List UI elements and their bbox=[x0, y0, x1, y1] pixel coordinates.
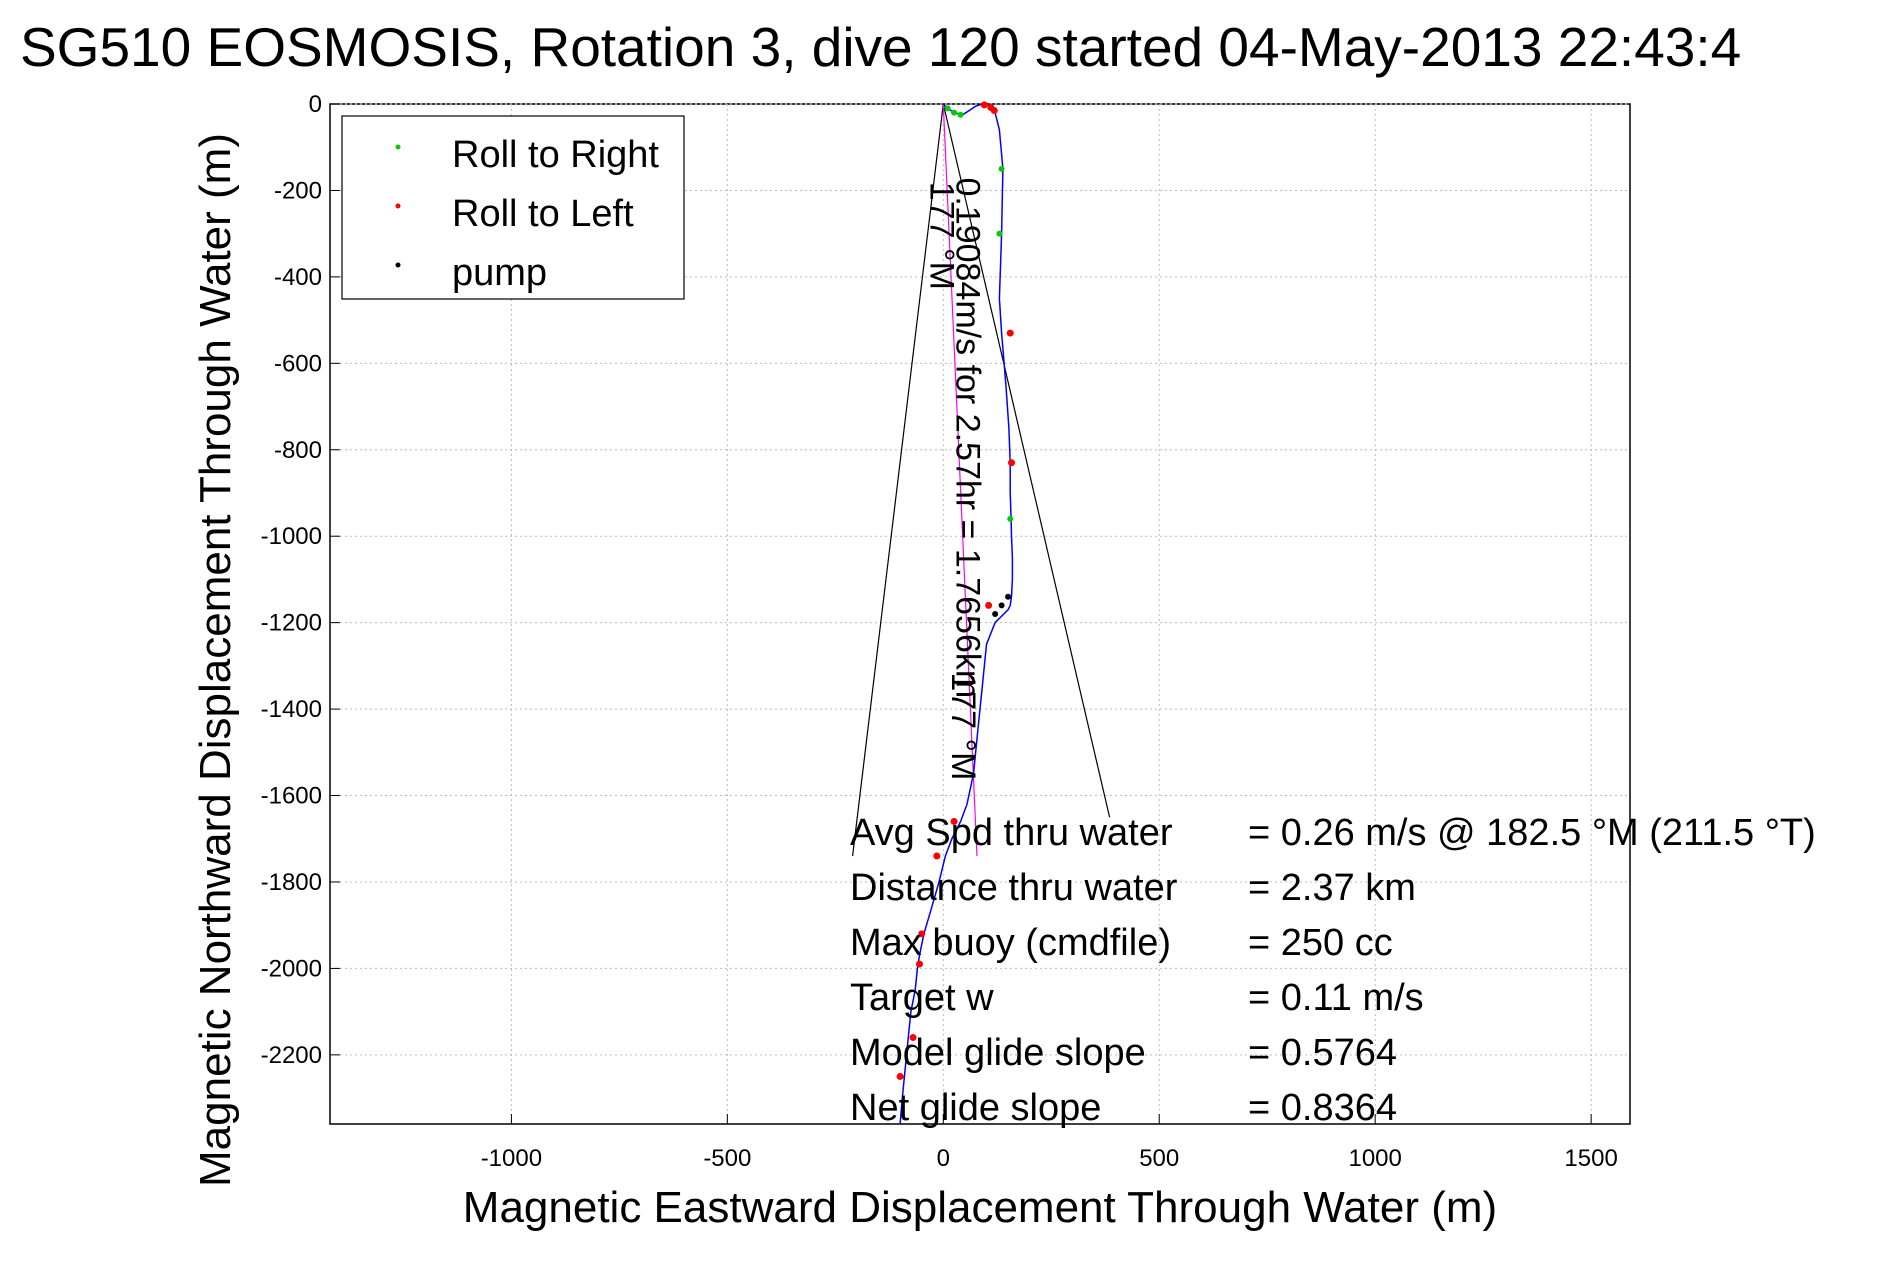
x-tick-label: 1500 bbox=[1564, 1145, 1617, 1172]
x-tick-label: 0 bbox=[937, 1145, 950, 1172]
x-tick-label: 1000 bbox=[1348, 1145, 1401, 1172]
y-tick-label: -1400 bbox=[261, 696, 322, 723]
legend-label: Roll to Right bbox=[452, 134, 659, 176]
stat-label: Max buoy (cmdfile) bbox=[850, 922, 1171, 964]
y-tick-label: 0 bbox=[309, 91, 322, 118]
roll-left-point bbox=[985, 601, 993, 609]
y-tick-label: -400 bbox=[274, 264, 322, 291]
x-tick-label: -500 bbox=[703, 1145, 751, 1172]
wedge-right-line bbox=[942, 103, 1111, 818]
roll-left-point bbox=[980, 101, 988, 109]
legend-marker bbox=[395, 203, 401, 209]
stat-label: Net glide slope bbox=[850, 1087, 1101, 1129]
legend-marker bbox=[395, 144, 401, 150]
roll-right-point bbox=[998, 165, 1005, 172]
stat-value: = 0.11 m/s bbox=[1248, 977, 1424, 1019]
y-tick-label: -200 bbox=[274, 177, 322, 204]
current-vector bbox=[942, 103, 978, 857]
roll-left-point bbox=[933, 852, 941, 860]
roll-left-point bbox=[950, 817, 958, 825]
chart-title: SG510 EOSMOSIS, Rotation 3, dive 120 sta… bbox=[20, 16, 1741, 78]
y-tick-label: -600 bbox=[274, 350, 322, 377]
roll-left-point bbox=[990, 106, 998, 114]
y-tick-label: -1800 bbox=[261, 869, 322, 896]
roll-left-point bbox=[916, 960, 924, 968]
pump-point bbox=[992, 611, 999, 617]
legend-label: pump bbox=[452, 252, 547, 294]
pump-point bbox=[1005, 593, 1012, 600]
roll-right-point bbox=[996, 230, 1003, 237]
roll-left-point bbox=[918, 930, 926, 938]
roll-left-point bbox=[1008, 459, 1016, 467]
y-tick-label: -2000 bbox=[261, 955, 322, 982]
y-tick-label: -800 bbox=[274, 437, 322, 464]
y-tick-label: -1600 bbox=[261, 783, 322, 810]
stat-value: = 250 cc bbox=[1248, 922, 1393, 964]
roll-right-point bbox=[944, 105, 951, 112]
roll-right-point bbox=[951, 109, 958, 116]
stat-value: = 0.8364 bbox=[1248, 1087, 1397, 1129]
y-axis-label: Magnetic Northward Displacement Through … bbox=[191, 133, 240, 1187]
pump-point bbox=[998, 602, 1005, 609]
current-line bbox=[942, 103, 978, 857]
legend-label: Roll to Left bbox=[452, 193, 634, 235]
stat-label: Target w bbox=[850, 977, 994, 1019]
legend: Roll to Right Roll to Left pump bbox=[341, 115, 685, 300]
roll-left-point bbox=[896, 1072, 904, 1080]
roll-left-point bbox=[909, 1034, 917, 1042]
x-axis-label: Magnetic Eastward Displacement Through W… bbox=[463, 1183, 1497, 1232]
stat-label: Avg Spd thru water bbox=[850, 812, 1173, 854]
legend-marker bbox=[395, 262, 401, 268]
annotation-2: 177 °M bbox=[922, 182, 960, 290]
current-wedge bbox=[851, 103, 1111, 857]
stat-value: = 0.26 m/s @ 182.5 °M (211.5 °T) bbox=[1248, 812, 1816, 854]
x-axis-ticks: -1000 -500 0 500 1000 1500 bbox=[481, 1114, 1618, 1172]
y-tick-label: -2200 bbox=[261, 1042, 322, 1069]
stat-label: Model glide slope bbox=[850, 1032, 1146, 1074]
y-tick-label: -1000 bbox=[261, 523, 322, 550]
y-axis-ticks: 0 -200 -400 -600 -800 -1000 -1200 -1400 -1600 -18… bbox=[261, 91, 340, 1069]
x-tick-label: 500 bbox=[1139, 1145, 1179, 1172]
stat-value: = 2.37 km bbox=[1248, 867, 1416, 909]
dive-stats: Avg Spd thru water = 0.26 m/s @ 182.5 °M … bbox=[850, 812, 1816, 1129]
wedge-left-line bbox=[851, 103, 944, 857]
x-tick-label: -1000 bbox=[481, 1145, 542, 1172]
annotation-1: 0.19084m/s for 2.57hr = 1.7656km bbox=[948, 177, 986, 698]
roll-markers bbox=[896, 101, 1016, 1080]
roll-right-point bbox=[957, 111, 964, 118]
stat-label: Distance thru water bbox=[850, 867, 1178, 909]
roll-right-point bbox=[1007, 515, 1014, 522]
y-tick-label: -1200 bbox=[261, 610, 322, 637]
annotation-3: 177 °M bbox=[944, 672, 982, 780]
stat-value: = 0.5764 bbox=[1248, 1032, 1397, 1074]
roll-left-point bbox=[1006, 329, 1014, 337]
